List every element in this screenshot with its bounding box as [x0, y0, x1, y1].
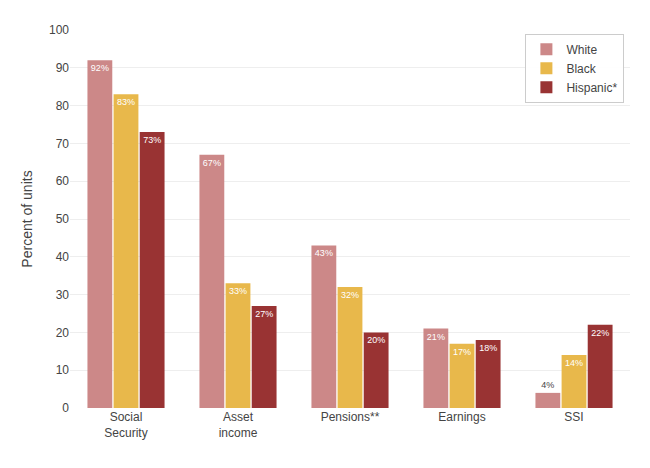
svg-text:60: 60	[56, 174, 70, 188]
svg-text:50: 50	[56, 212, 70, 226]
svg-text:92%: 92%	[91, 63, 109, 73]
svg-text:70: 70	[56, 137, 70, 151]
svg-text:20: 20	[56, 326, 70, 340]
svg-text:83%: 83%	[117, 97, 135, 107]
svg-text:22%: 22%	[591, 328, 609, 338]
svg-text:27%: 27%	[255, 309, 273, 319]
svg-text:32%: 32%	[341, 290, 359, 300]
svg-text:20%: 20%	[367, 335, 385, 345]
svg-text:33%: 33%	[229, 286, 247, 296]
svg-text:0: 0	[62, 401, 69, 415]
svg-text:Hispanic*: Hispanic*	[566, 81, 617, 95]
svg-text:90: 90	[56, 61, 70, 75]
svg-text:100: 100	[49, 23, 69, 37]
svg-text:80: 80	[56, 99, 70, 113]
svg-text:Earnings: Earnings	[438, 410, 485, 424]
svg-text:White: White	[566, 43, 597, 57]
svg-text:Pensions**: Pensions**	[321, 410, 380, 424]
svg-text:40: 40	[56, 250, 70, 264]
svg-text:43%: 43%	[315, 248, 333, 258]
svg-text:67%: 67%	[203, 158, 221, 168]
svg-text:17%: 17%	[453, 347, 471, 357]
svg-text:4%: 4%	[541, 380, 554, 390]
svg-text:SocialSecurity: SocialSecurity	[104, 410, 147, 440]
svg-text:SSI: SSI	[564, 410, 583, 424]
svg-text:10: 10	[56, 363, 70, 377]
svg-text:21%: 21%	[427, 332, 445, 342]
svg-text:18%: 18%	[479, 343, 497, 353]
svg-text:30: 30	[56, 288, 70, 302]
svg-text:Percent of units: Percent of units	[19, 170, 35, 267]
svg-text:14%: 14%	[565, 358, 583, 368]
svg-text:Black: Black	[566, 62, 596, 76]
svg-text:Assetincome: Assetincome	[219, 410, 258, 440]
svg-text:73%: 73%	[143, 135, 161, 145]
